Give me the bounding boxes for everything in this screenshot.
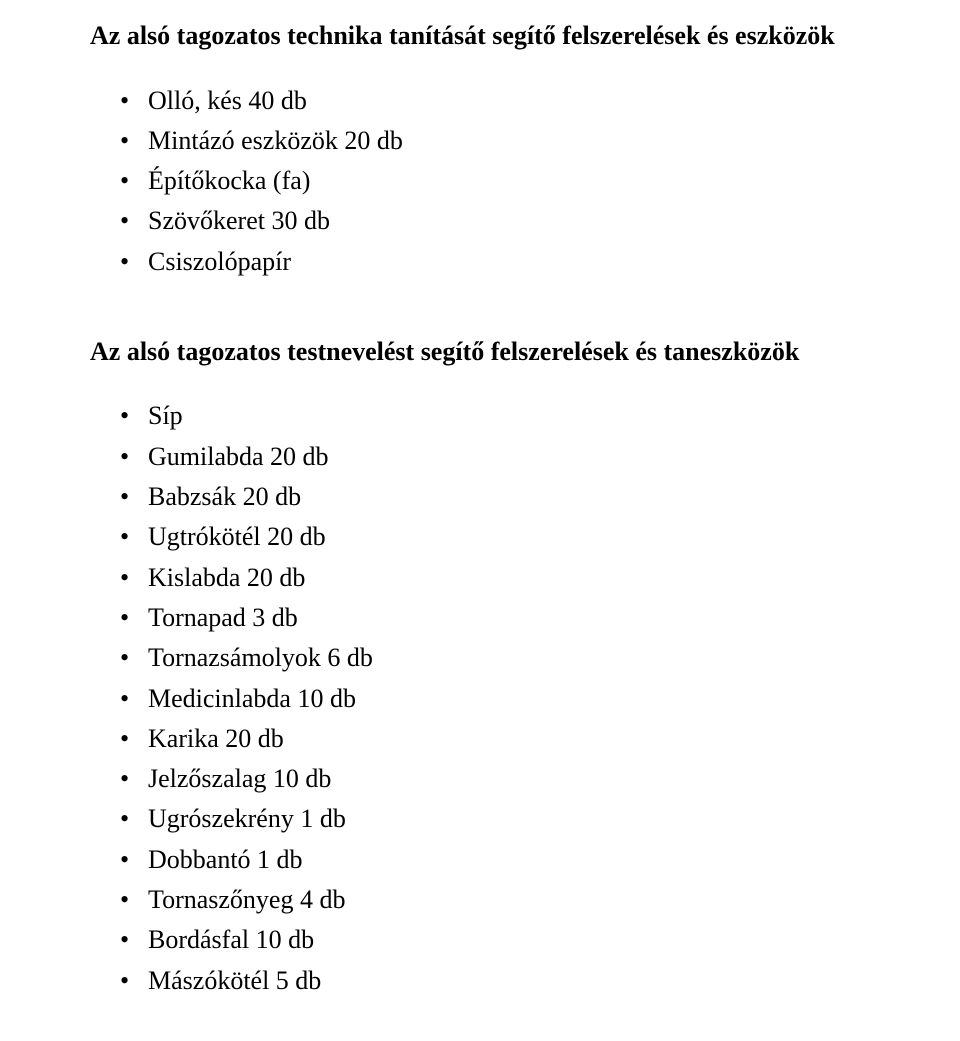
list-item: Tornapad 3 db xyxy=(120,598,920,638)
list-item: Csiszolópapír xyxy=(120,242,920,282)
section1-heading: Az alsó tagozatos technika tanítását seg… xyxy=(90,20,920,53)
list-item: Dobbantó 1 db xyxy=(120,840,920,880)
list-item: Mintázó eszközök 20 db xyxy=(120,121,920,161)
list-item: Jelzőszalag 10 db xyxy=(120,759,920,799)
list-item: Gumilabda 20 db xyxy=(120,437,920,477)
list-item: Ugrószekrény 1 db xyxy=(120,799,920,839)
list-item: Bordásfal 10 db xyxy=(120,920,920,960)
list-item: Ugtrókötél 20 db xyxy=(120,517,920,557)
list-item: Mászókötél 5 db xyxy=(120,961,920,1001)
list-item: Tornaszőnyeg 4 db xyxy=(120,880,920,920)
section2-list: Síp Gumilabda 20 db Babzsák 20 db Ugtrók… xyxy=(90,396,920,1000)
list-item: Karika 20 db xyxy=(120,719,920,759)
list-item: Szövőkeret 30 db xyxy=(120,201,920,241)
page-content: Az alsó tagozatos technika tanítását seg… xyxy=(0,0,960,1041)
list-item: Síp xyxy=(120,396,920,436)
list-item: Építőkocka (fa) xyxy=(120,161,920,201)
section2-heading: Az alsó tagozatos testnevelést segítő fe… xyxy=(90,336,920,369)
list-item: Medicinlabda 10 db xyxy=(120,679,920,719)
list-item: Tornazsámolyok 6 db xyxy=(120,638,920,678)
list-item: Kislabda 20 db xyxy=(120,558,920,598)
section1-list: Olló, kés 40 db Mintázó eszközök 20 db É… xyxy=(90,81,920,282)
list-item: Babzsák 20 db xyxy=(120,477,920,517)
list-item: Olló, kés 40 db xyxy=(120,81,920,121)
